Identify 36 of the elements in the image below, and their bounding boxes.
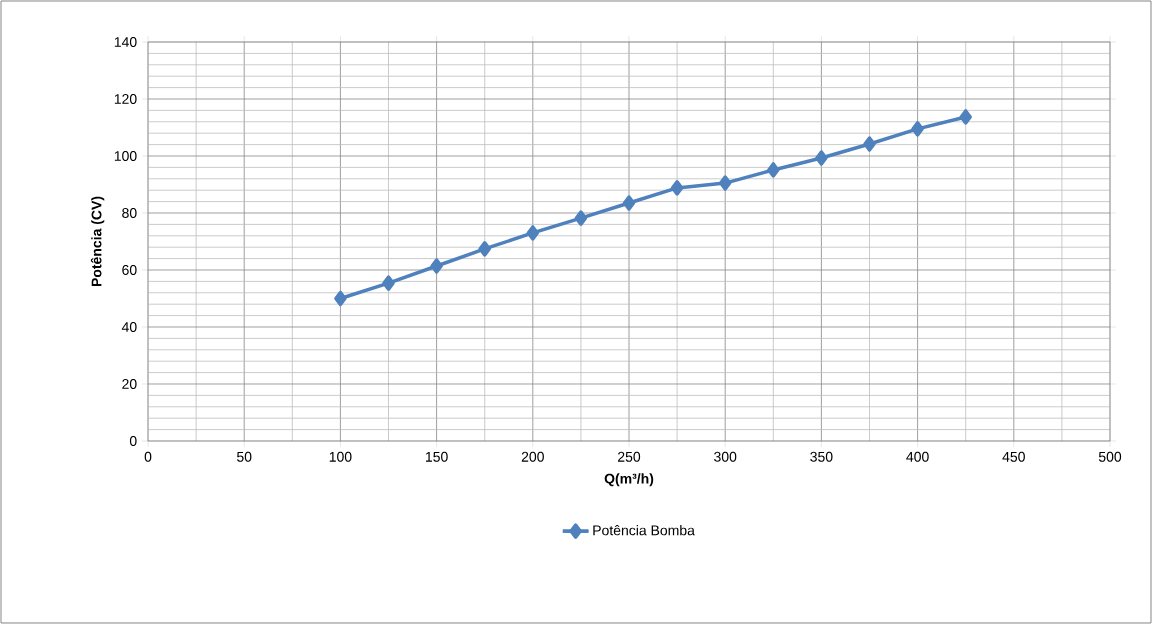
point [718,175,732,191]
point [622,195,636,211]
y-tick-label: 0 [129,436,137,446]
point [815,150,828,166]
legend-label: Potência Bomba [593,524,695,536]
point [478,241,491,257]
point [670,180,684,196]
point [430,258,443,274]
point [911,121,924,137]
x-tick-label: 450 [1002,451,1025,462]
y-tick-label: 80 [122,208,137,218]
y-tick-label: 140 [114,37,137,47]
point [382,275,395,291]
point [863,136,876,152]
y-tick-label: 100 [114,151,137,161]
x-tick-label: 400 [906,451,929,462]
y-tick-label: 60 [122,265,137,275]
x-tick-label: 50 [236,451,252,462]
point [574,210,588,226]
point [959,109,972,125]
y-tick-label: 20 [122,379,137,389]
x-tick-label: 150 [425,451,448,462]
y-tick-label: 120 [114,94,137,104]
point [767,162,780,178]
y-tick-label: 40 [121,322,137,332]
x-tick-label: 100 [329,451,352,462]
x-axis-title: Q(m³/h) [604,473,654,487]
x-tick-label: 500 [1098,451,1122,462]
x-tick-label: 250 [618,451,641,462]
x-tick-label: 300 [714,451,737,462]
y-axis-title: Potência (CV) [90,196,105,287]
x-tick-label: 0 [144,451,152,462]
point [526,225,540,241]
x-tick-label: 200 [521,451,544,462]
x-tick-label: 350 [810,451,833,462]
point [334,290,347,307]
